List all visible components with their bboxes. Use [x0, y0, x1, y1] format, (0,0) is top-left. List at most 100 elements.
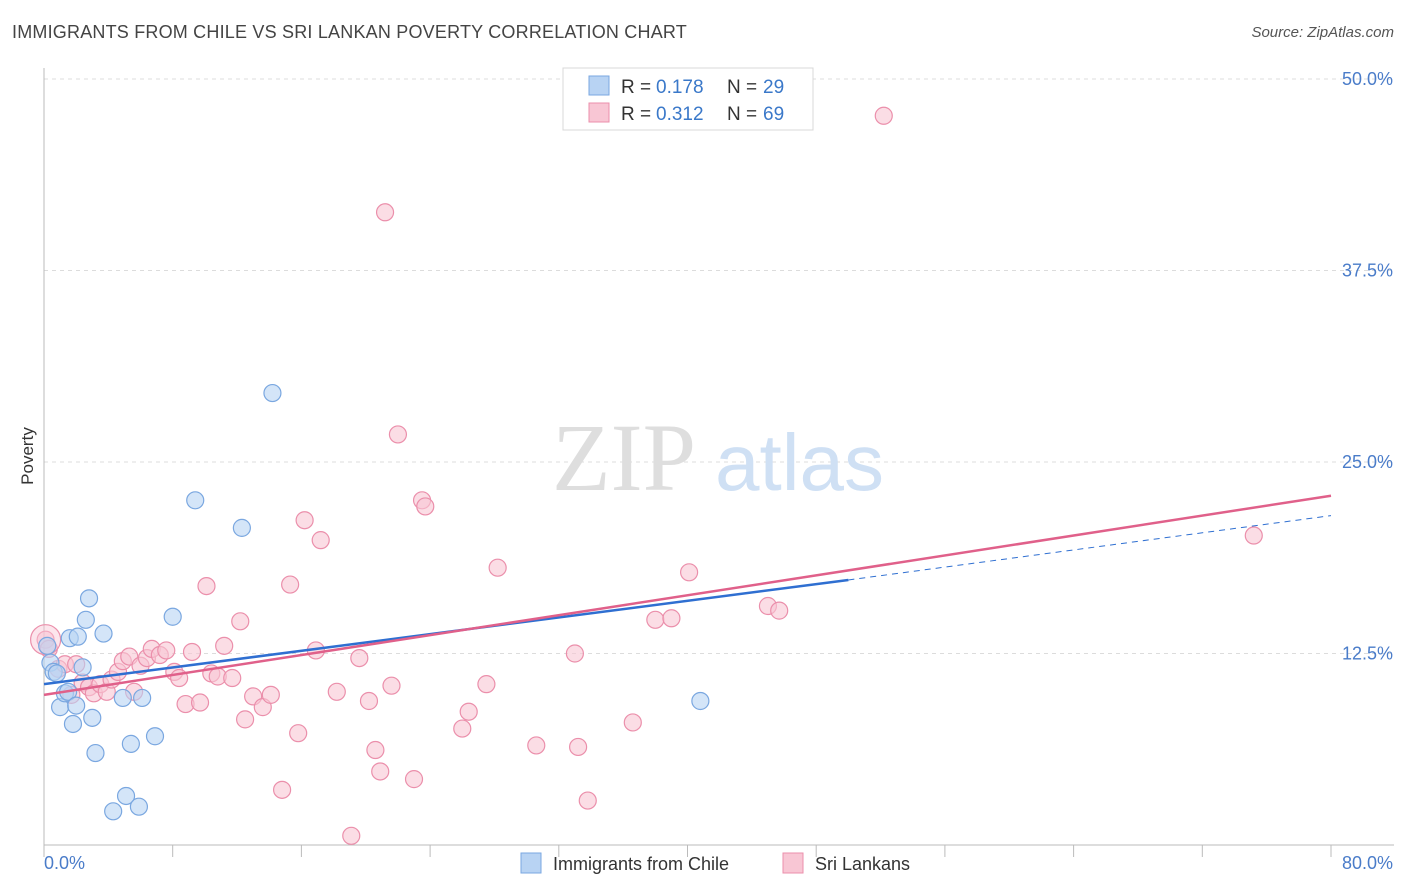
point-chile	[47, 664, 66, 683]
point-chile	[129, 797, 149, 816]
point-sri-lankans	[311, 531, 330, 550]
point-sri-lankans	[416, 497, 435, 516]
point-sri-lankans	[646, 610, 665, 629]
point-sri-lankans	[350, 648, 369, 668]
source-credit: Source: ZipAtlas.com	[1251, 24, 1394, 41]
point-chile	[116, 786, 136, 806]
point-chile	[104, 802, 123, 821]
point-chile	[145, 727, 165, 746]
watermark-zip: ZIP	[552, 404, 696, 511]
point-sri-lankans	[327, 682, 346, 701]
point-sri-lankans	[477, 675, 496, 694]
point-sri-lankans	[459, 702, 478, 721]
point-sri-lankans	[235, 710, 255, 729]
point-sri-lankans	[261, 685, 280, 704]
series-legend: Immigrants from Chile Sri Lankans	[520, 852, 910, 874]
point-sri-lankans	[182, 642, 202, 662]
point-sri-lankans	[281, 575, 300, 594]
series-swatch-sri	[782, 852, 804, 874]
trend-lines	[43, 494, 1332, 697]
trend-line-chile-extrapolated	[848, 515, 1332, 581]
point-sri-lankans	[223, 668, 242, 688]
chile-points	[38, 383, 710, 821]
point-chile	[83, 708, 102, 727]
point-chile	[163, 607, 182, 626]
point-chile	[67, 696, 86, 715]
point-sri-lankans	[215, 636, 234, 655]
point-sri-lankans	[527, 736, 546, 755]
legend-r-label-sri: R =	[621, 104, 651, 125]
point-sri-lankans	[453, 719, 472, 738]
stats-legend: R = 0.178 N = 29 R = 0.312 N = 69	[562, 67, 814, 131]
point-sri-lankans	[382, 676, 401, 695]
point-chile	[113, 688, 132, 708]
y-axis-title: Poverty	[18, 427, 37, 485]
legend-r-value-chile: 0.178	[656, 77, 704, 98]
point-chile	[86, 743, 105, 763]
point-sri-lankans	[371, 762, 390, 781]
point-chile	[79, 589, 99, 608]
point-sri-lankans	[488, 558, 507, 577]
point-chile	[68, 627, 87, 646]
y-tick-label: 50.0%	[1342, 69, 1393, 89]
series-swatch-chile	[520, 852, 542, 874]
point-chile	[63, 714, 83, 734]
legend-r-label-chile: R =	[621, 77, 651, 98]
point-chile	[186, 491, 205, 510]
point-sri-lankans	[342, 826, 361, 845]
legend-swatch-chile	[588, 75, 610, 96]
point-sri-lankans	[1244, 526, 1263, 545]
watermark-atlas: atlas	[715, 418, 884, 507]
point-sri-lankans	[578, 791, 597, 810]
point-sri-lankans	[388, 425, 408, 444]
point-sri-lankans	[272, 780, 292, 799]
point-chile	[76, 610, 95, 629]
point-sri-lankans	[662, 609, 681, 628]
chart-title: IMMIGRANTS FROM CHILE VS SRI LANKAN POVE…	[12, 22, 687, 42]
point-sri-lankans	[565, 644, 584, 663]
point-chile	[94, 624, 113, 643]
point-sri-lankans	[375, 203, 395, 222]
point-chile	[38, 636, 57, 655]
point-chile	[133, 688, 152, 708]
point-chile	[73, 658, 92, 677]
point-sri-lankans	[289, 724, 308, 743]
series-label-chile: Immigrants from Chile	[553, 854, 729, 874]
legend-r-value-sri: 0.312	[656, 104, 704, 125]
legend-n-value-sri: 69	[763, 104, 784, 125]
y-tick-label: 25.0%	[1342, 452, 1393, 472]
x-ticks	[43, 845, 1332, 857]
point-sri-lankans	[366, 740, 385, 760]
point-chile	[121, 734, 140, 753]
point-sri-lankans	[190, 693, 210, 712]
legend-swatch-sri	[588, 102, 610, 123]
point-sri-lankans	[569, 737, 588, 757]
point-chile	[263, 383, 282, 403]
point-sri-lankans	[770, 601, 789, 620]
series-label-sri: Sri Lankans	[815, 854, 910, 874]
legend-n-label-chile: N =	[727, 77, 757, 98]
point-chile	[691, 691, 710, 711]
point-sri-lankans	[404, 770, 424, 789]
grid-lines	[44, 78, 1394, 654]
trend-line-sri-lankans	[43, 494, 1332, 697]
y-tick-labels: 12.5% 25.0% 37.5% 50.0%	[1342, 69, 1393, 664]
legend-n-label-sri: N =	[727, 104, 757, 125]
point-sri-lankans	[197, 576, 216, 596]
legend-n-value-chile: 29	[763, 77, 784, 98]
point-sri-lankans	[874, 106, 893, 125]
point-sri-lankans	[231, 612, 250, 631]
point-chile	[232, 518, 251, 537]
y-tick-label: 37.5%	[1342, 261, 1393, 281]
axes	[43, 68, 1394, 846]
watermark: ZIP atlas	[552, 404, 884, 511]
x-tick-label-max: 80.0%	[1342, 853, 1393, 873]
x-tick-label-min: 0.0%	[44, 853, 85, 873]
y-tick-label: 12.5%	[1342, 644, 1393, 664]
point-sri-lankans	[359, 691, 379, 711]
point-sri-lankans	[623, 713, 642, 732]
point-sri-lankans	[680, 563, 699, 582]
point-sri-lankans	[157, 641, 176, 660]
point-sri-lankans	[295, 511, 314, 530]
